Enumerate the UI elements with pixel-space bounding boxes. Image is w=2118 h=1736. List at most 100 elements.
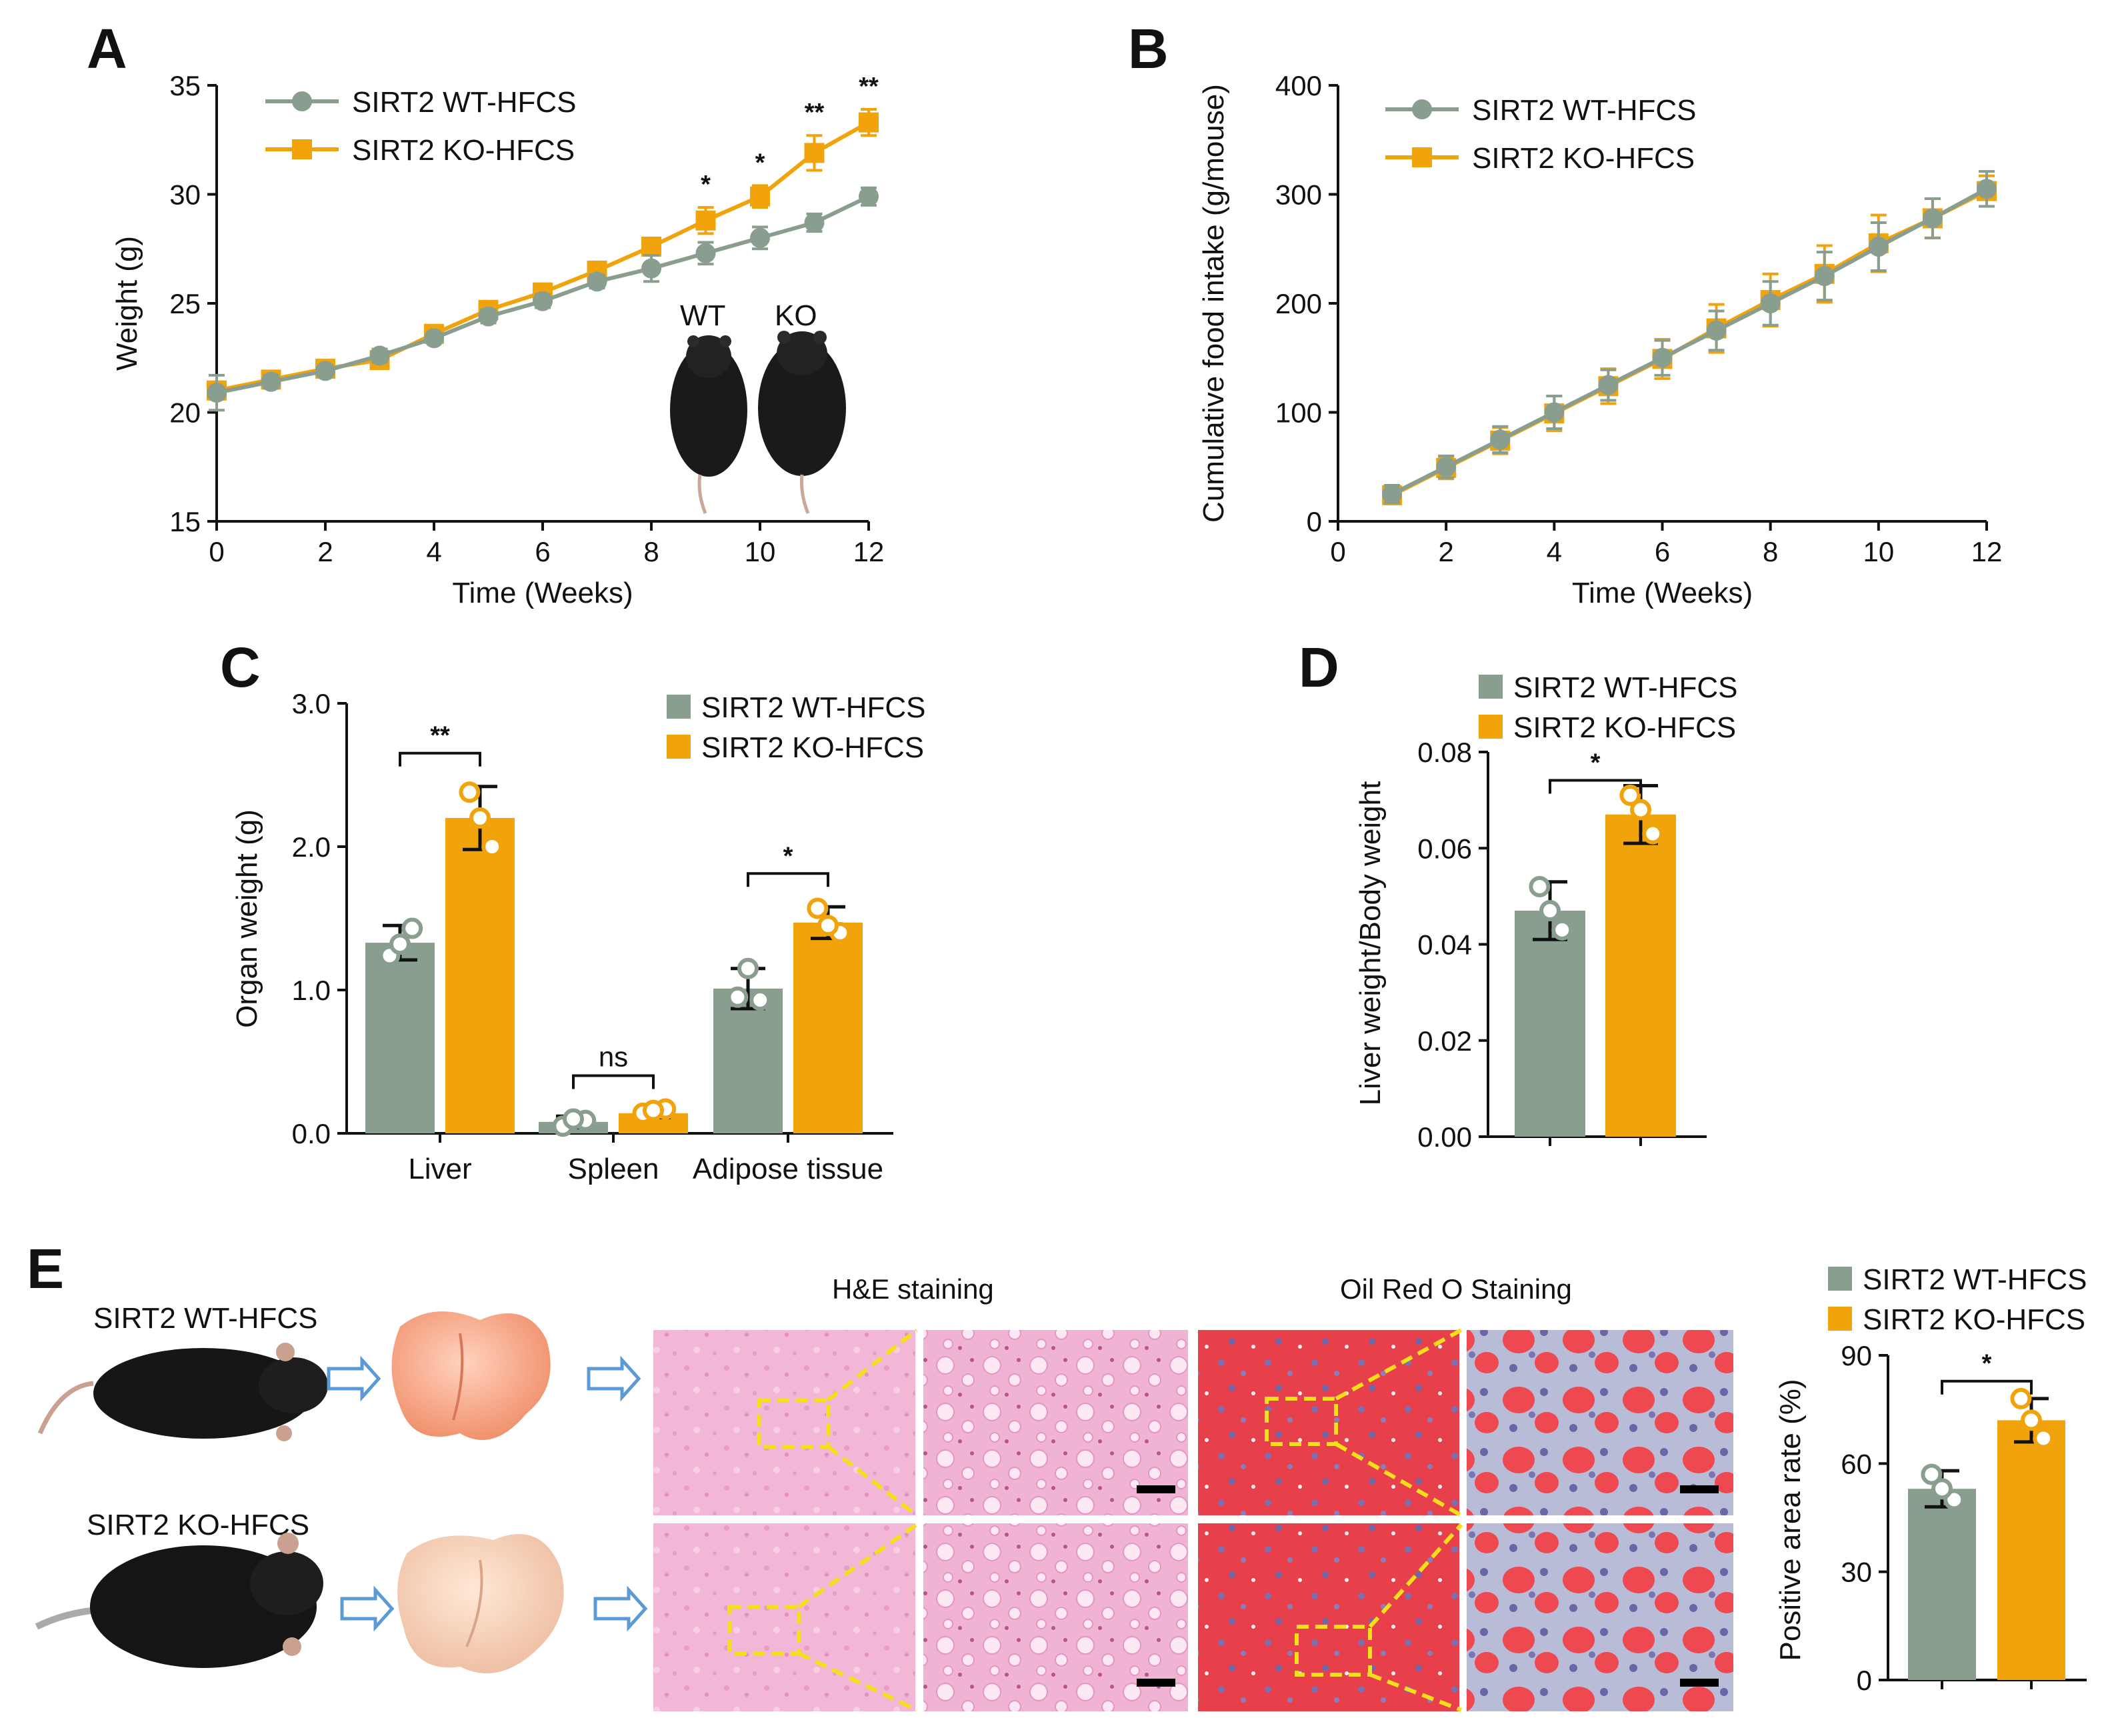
y-tick-label: 200 xyxy=(1275,288,1322,319)
data-point xyxy=(2033,1427,2055,1449)
significance-label: ** xyxy=(859,73,879,101)
y-tick-label: 35 xyxy=(169,70,201,101)
data-point-circle xyxy=(641,258,661,279)
data-point-circle xyxy=(1868,236,1889,257)
data-point-square xyxy=(695,210,716,231)
chart-e: 0 30 60 90 Positive area rate (%) * SIRT2 WT-H… xyxy=(1774,1263,2087,1696)
legend-swatch xyxy=(667,695,691,719)
significance-label: ** xyxy=(430,722,450,750)
wt-mouse-label: WT xyxy=(680,299,725,332)
y-tick-label: 0.08 xyxy=(1417,737,1472,768)
bar xyxy=(365,943,435,1133)
x-tick-label: 0 xyxy=(209,536,224,567)
x-axis-label: Time (Weeks) xyxy=(1572,577,1753,609)
y-axis-label: Liver weight/Body weight xyxy=(1354,781,1387,1106)
significance-bracket xyxy=(747,872,829,887)
y-tick-label: 15 xyxy=(169,506,201,537)
row-label-wt: SIRT2 WT-HFCS xyxy=(93,1302,318,1335)
panel-b-letter: B xyxy=(1128,17,1169,80)
panel-e-letter: E xyxy=(27,1237,64,1300)
data-point xyxy=(1619,784,1641,806)
panel-c: C 0.0 1.0 2.0 3.0 Organ weight (g) Liver ** Spl… xyxy=(220,636,926,1185)
y-tick-label: 0.00 xyxy=(1417,1121,1472,1153)
data-point-circle xyxy=(1652,347,1673,368)
x-tick-label: 0 xyxy=(1330,536,1345,567)
significance-label: * xyxy=(1591,749,1601,777)
oro-wt-low-mag xyxy=(1198,1330,1459,1515)
data-point xyxy=(1630,799,1651,821)
y-tick-label: 30 xyxy=(169,179,201,211)
oro-wt-high-mag xyxy=(1467,1330,1733,1515)
x-axis-label: Time (Weeks) xyxy=(452,577,633,609)
data-point xyxy=(389,933,411,955)
oro-ko-low-mag xyxy=(1198,1523,1459,1711)
ko-mouse-photo xyxy=(758,331,846,514)
y-tick-label: 0.0 xyxy=(292,1118,331,1149)
data-point xyxy=(737,957,759,979)
y-tick-label: 0.04 xyxy=(1417,929,1472,961)
he-wt-low-mag xyxy=(653,1330,915,1515)
significance-label: * xyxy=(1982,1350,1992,1378)
data-point xyxy=(481,836,503,857)
significance-label: * xyxy=(701,171,711,199)
data-point xyxy=(1551,919,1573,941)
x-tick-label: Adipose tissue xyxy=(693,1153,883,1185)
bar xyxy=(1908,1489,1976,1680)
x-tick-label: 10 xyxy=(1863,536,1894,567)
ko-mouse-side-photo xyxy=(35,1533,323,1668)
y-axis-label: Cumulative food intake (g/mouse) xyxy=(1197,84,1230,523)
data-point-circle xyxy=(1490,429,1511,450)
data-point xyxy=(469,807,491,829)
legend-label: SIRT2 WT-HFCS xyxy=(701,691,926,724)
data-point xyxy=(1921,1463,1943,1485)
data-point-circle xyxy=(1436,457,1457,477)
data-point-circle xyxy=(695,243,716,263)
panel-a-letter: A xyxy=(87,17,127,80)
data-point-square xyxy=(292,139,312,159)
data-point-circle xyxy=(1706,320,1727,341)
legend-label: SIRT2 KO-HFCS xyxy=(1472,142,1695,175)
significance-label: ns xyxy=(599,1041,628,1072)
row-label-ko: SIRT2 KO-HFCS xyxy=(87,1509,309,1541)
y-tick-label: 20 xyxy=(169,397,201,429)
x-tick-label: 12 xyxy=(1971,536,2003,567)
x-tick-label: 6 xyxy=(1655,536,1670,567)
data-point xyxy=(807,897,829,919)
y-tick-label: 90 xyxy=(1841,1340,1872,1371)
x-tick-label: Spleen xyxy=(567,1153,659,1185)
data-point-circle xyxy=(533,291,553,311)
wt-liver-photo xyxy=(391,1311,551,1440)
x-tick-label: 4 xyxy=(426,536,441,567)
panel-e: E SIRT2 WT-HFCS SIRT2 KO-HFCS xyxy=(27,1237,2087,1712)
significance-label: ** xyxy=(805,99,825,127)
data-point-square xyxy=(641,236,661,257)
y-axis-label: Organ weight (g) xyxy=(231,809,263,1028)
data-point xyxy=(1642,823,1664,845)
bar xyxy=(1515,911,1585,1137)
y-tick-label: 400 xyxy=(1275,70,1322,101)
data-point xyxy=(2021,1409,2042,1431)
x-tick-label: 10 xyxy=(745,536,776,567)
y-tick-label: 1.0 xyxy=(292,975,331,1006)
arrow-icon xyxy=(327,1355,648,1632)
legend-label: SIRT2 WT-HFCS xyxy=(352,86,577,119)
data-point-circle xyxy=(1760,293,1781,313)
data-point-circle xyxy=(859,186,879,207)
data-point xyxy=(563,1108,584,1130)
data-point-square xyxy=(804,143,825,163)
x-tick-label: 2 xyxy=(1438,536,1453,567)
data-point-circle xyxy=(369,345,390,366)
y-tick-label: 0.02 xyxy=(1417,1025,1472,1057)
data-point-circle xyxy=(1977,179,1997,199)
data-point xyxy=(2010,1387,2032,1409)
he-staining-title: H&E staining xyxy=(832,1273,994,1305)
he-wt-high-mag xyxy=(923,1330,1188,1515)
legend-label: SIRT2 KO-HFCS xyxy=(1513,711,1736,744)
y-tick-label: 2.0 xyxy=(292,831,331,863)
data-point-circle xyxy=(1814,266,1835,287)
data-point-circle xyxy=(207,383,227,403)
data-point xyxy=(1529,875,1551,897)
series-line xyxy=(1391,187,1988,496)
bar xyxy=(1605,814,1676,1137)
y-tick-label: 60 xyxy=(1841,1448,1872,1479)
